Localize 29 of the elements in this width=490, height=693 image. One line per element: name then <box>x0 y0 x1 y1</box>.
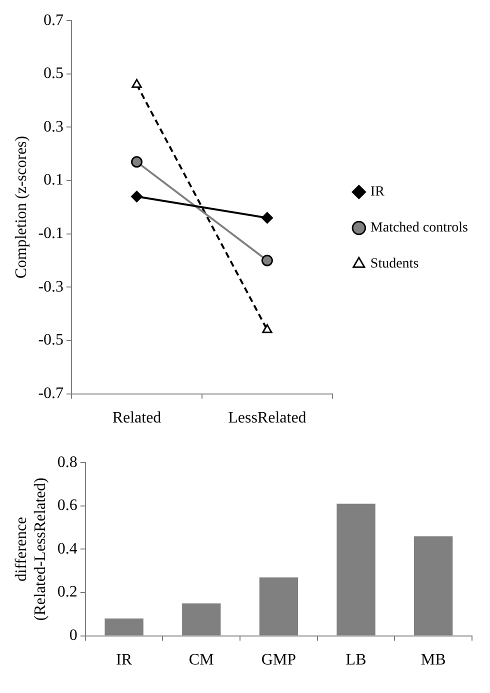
point <box>131 190 142 202</box>
y-axis-title: difference (Related-LessRelated) <box>12 478 50 621</box>
point <box>261 254 273 266</box>
y-tick-label: -0.3 <box>38 278 64 296</box>
point <box>131 156 142 168</box>
y-tick-label: -0.7 <box>38 385 64 402</box>
y-tick-label: 0.5 <box>44 65 64 82</box>
x-tick-label: LessRelated <box>228 410 306 427</box>
y-tick-label: -0.1 <box>38 225 64 242</box>
y-tick-label: 0.2 <box>57 584 78 601</box>
y-tick-label: 0.7 <box>44 12 64 29</box>
y-tick-label: 0.3 <box>44 118 64 136</box>
point <box>261 212 273 224</box>
x-tick-label: MB <box>420 652 446 669</box>
y-tick-label: 0.8 <box>57 454 78 471</box>
y-tick-label: -0.5 <box>38 332 64 349</box>
x-tick-label: IR <box>116 652 132 669</box>
x-tick-label: CM <box>188 652 214 669</box>
legend-label: IR <box>370 184 386 200</box>
y-axis-title: Completion (z-scores) <box>12 136 30 279</box>
y-tick-label: 0.4 <box>57 540 78 558</box>
y-tick-label: 0.6 <box>57 497 78 514</box>
legend-label: Students <box>370 256 419 272</box>
y-tick-label: 0.1 <box>44 172 64 189</box>
x-tick-label: GMP <box>261 652 296 669</box>
y-tick-label: 0 <box>69 627 78 644</box>
x-tick-label: LB <box>346 652 366 669</box>
x-tick-label: Related <box>112 410 162 427</box>
legend-label: Matched controls <box>370 220 468 236</box>
